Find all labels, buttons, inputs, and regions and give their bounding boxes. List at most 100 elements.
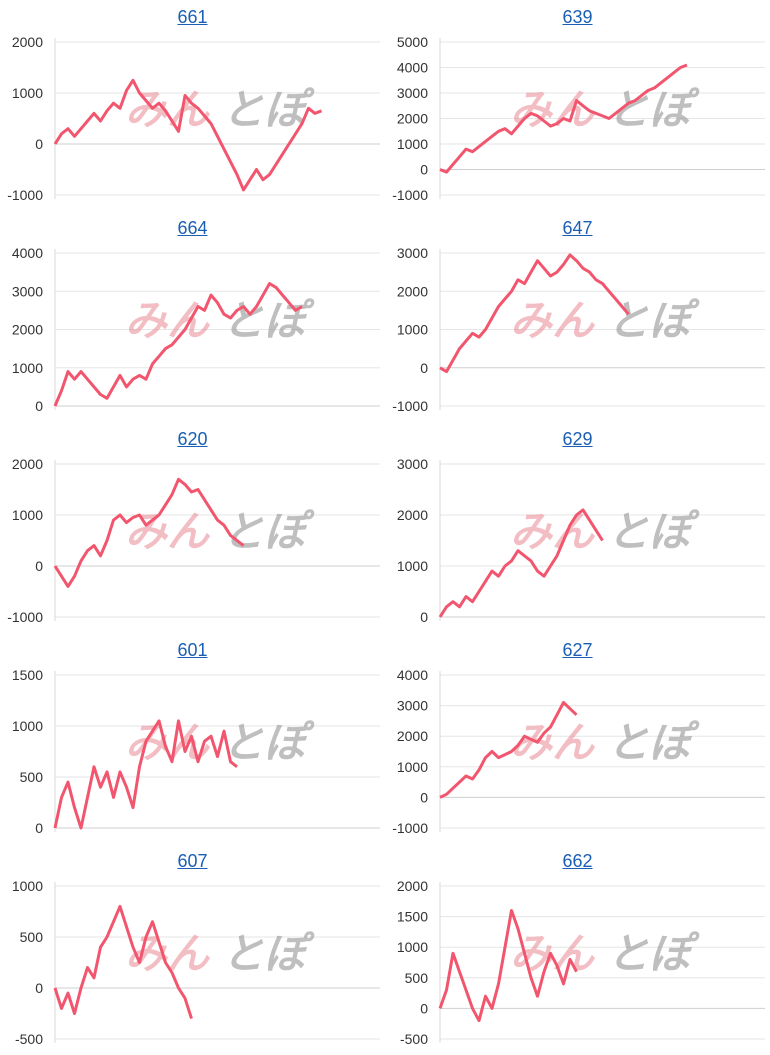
chart-title: 661 bbox=[0, 6, 385, 28]
y-tick-label: 1000 bbox=[12, 85, 43, 101]
chart-panel: 1000 500 0 -500 みん とぽ 607 bbox=[0, 844, 385, 1055]
chart-title: 620 bbox=[0, 428, 385, 450]
chart-panel: 3000 2000 1000 0 みん とぽ 629 bbox=[385, 422, 770, 633]
y-tick-label: 3000 bbox=[397, 85, 428, 101]
y-tick-label: 2000 bbox=[12, 34, 43, 50]
y-tick-label: 0 bbox=[420, 609, 428, 625]
y-tick-label: 1000 bbox=[397, 759, 428, 775]
y-tick-label: 4000 bbox=[12, 245, 43, 261]
y-tick-label: 0 bbox=[420, 789, 428, 805]
machine-number-link[interactable]: 629 bbox=[562, 429, 593, 449]
watermark-text-gray: とぽ bbox=[607, 507, 700, 556]
watermark: みん とぽ bbox=[125, 929, 315, 978]
y-tick-label: 1000 bbox=[12, 507, 43, 523]
y-tick-label: 3000 bbox=[397, 698, 428, 714]
y-tick-label: 1000 bbox=[12, 360, 43, 376]
series-line bbox=[53, 78, 323, 192]
watermark-text-gray: とぽ bbox=[607, 929, 700, 978]
watermark: みん とぽ bbox=[125, 507, 315, 556]
chart-title: 629 bbox=[385, 428, 770, 450]
y-tick-label: 1500 bbox=[12, 667, 43, 683]
machine-number-link[interactable]: 627 bbox=[562, 640, 593, 660]
watermark-text-pink: みん bbox=[125, 296, 211, 345]
chart-title: 639 bbox=[385, 6, 770, 28]
machine-number-link[interactable]: 647 bbox=[562, 218, 593, 238]
y-tick-label: 1000 bbox=[12, 878, 43, 894]
chart-svg: 5000 4000 3000 2000 1000 0 -1000 みん とぽ bbox=[392, 34, 765, 203]
watermark-text-pink: みん bbox=[125, 929, 211, 978]
chart-title: 647 bbox=[385, 217, 770, 239]
y-tick-label: 0 bbox=[420, 162, 428, 178]
series-line bbox=[439, 253, 630, 374]
y-tick-label: 2000 bbox=[397, 728, 428, 744]
y-tick-label: 1000 bbox=[397, 136, 428, 152]
series-line bbox=[53, 282, 303, 407]
chart-panel: 4000 3000 2000 1000 0 みん とぽ 664 bbox=[0, 211, 385, 422]
machine-number-link[interactable]: 601 bbox=[177, 640, 208, 660]
y-tick-label: 4000 bbox=[397, 667, 428, 683]
watermark-text-gray: とぽ bbox=[222, 718, 315, 767]
chart-title: 664 bbox=[0, 217, 385, 239]
machine-number-link[interactable]: 620 bbox=[177, 429, 208, 449]
watermark-text-pink: みん bbox=[510, 718, 596, 767]
y-tick-label: 2000 bbox=[397, 283, 428, 299]
y-tick-label: 1000 bbox=[397, 558, 428, 574]
machine-number-link[interactable]: 661 bbox=[177, 7, 208, 27]
y-tick-label: 500 bbox=[405, 970, 429, 986]
chart-svg: 2000 1500 1000 500 0 -500 みん とぽ bbox=[397, 878, 765, 1047]
y-tick-label: 4000 bbox=[397, 60, 428, 76]
machine-number-link[interactable]: 639 bbox=[562, 7, 593, 27]
chart-svg: 2000 1000 0 -1000 みん とぽ bbox=[7, 456, 380, 625]
y-tick-label: 5000 bbox=[397, 34, 428, 50]
chart-panel: 2000 1000 0 -1000 みん とぽ 620 bbox=[0, 422, 385, 633]
watermark-text-pink: みん bbox=[510, 929, 596, 978]
chart-panel: 2000 1000 0 -1000 みん とぽ 661 bbox=[0, 0, 385, 211]
chart-panel: 2000 1500 1000 500 0 -500 みん とぽ 662 bbox=[385, 844, 770, 1055]
chart-title: 627 bbox=[385, 639, 770, 661]
watermark: みん とぽ bbox=[510, 85, 700, 134]
y-tick-label: 500 bbox=[20, 769, 44, 785]
y-tick-label: -1000 bbox=[392, 820, 428, 836]
y-tick-label: 1000 bbox=[12, 718, 43, 734]
y-tick-label: 500 bbox=[20, 929, 44, 945]
watermark-text-gray: とぽ bbox=[607, 296, 700, 345]
chart-svg: 1000 500 0 -500 みん とぽ bbox=[12, 878, 380, 1047]
y-tick-label: 2000 bbox=[397, 111, 428, 127]
y-tick-label: 0 bbox=[35, 980, 43, 996]
y-tick-label: 3000 bbox=[397, 245, 428, 261]
chart-panel: 5000 4000 3000 2000 1000 0 -1000 みん とぽ 639 bbox=[385, 0, 770, 211]
y-tick-label: 1000 bbox=[397, 322, 428, 338]
chart-panel: 3000 2000 1000 0 -1000 みん とぽ 647 bbox=[385, 211, 770, 422]
watermark-text-pink: みん bbox=[510, 507, 596, 556]
machine-number-link[interactable]: 607 bbox=[177, 851, 208, 871]
chart-title: 601 bbox=[0, 639, 385, 661]
y-tick-label: 1500 bbox=[397, 909, 428, 925]
series-line bbox=[53, 904, 193, 1020]
watermark: みん とぽ bbox=[510, 718, 700, 767]
series-line bbox=[439, 63, 688, 174]
chart-title: 607 bbox=[0, 850, 385, 872]
y-tick-label: -1000 bbox=[392, 398, 428, 414]
watermark: みん とぽ bbox=[510, 929, 700, 978]
chart-svg: 4000 3000 2000 1000 0 みん とぽ bbox=[12, 245, 380, 414]
y-tick-label: 2000 bbox=[397, 507, 428, 523]
watermark: みん とぽ bbox=[125, 296, 315, 345]
watermark-text-pink: みん bbox=[510, 296, 596, 345]
watermark: みん とぽ bbox=[510, 296, 700, 345]
y-tick-label: 3000 bbox=[12, 283, 43, 299]
series-line bbox=[439, 701, 578, 799]
watermark-text-gray: とぽ bbox=[222, 507, 315, 556]
y-tick-label: 0 bbox=[35, 136, 43, 152]
chart-svg: 2000 1000 0 -1000 みん とぽ bbox=[7, 34, 380, 203]
watermark: みん とぽ bbox=[125, 85, 315, 134]
machine-number-link[interactable]: 662 bbox=[562, 851, 593, 871]
series-line bbox=[438, 508, 604, 618]
y-tick-label: 2000 bbox=[12, 456, 43, 472]
watermark-text-gray: とぽ bbox=[222, 296, 315, 345]
machine-number-link[interactable]: 664 bbox=[177, 218, 208, 238]
y-tick-label: -500 bbox=[400, 1031, 428, 1047]
series-line bbox=[438, 909, 578, 1023]
y-tick-label: 1000 bbox=[397, 939, 428, 955]
y-tick-label: 0 bbox=[35, 558, 43, 574]
